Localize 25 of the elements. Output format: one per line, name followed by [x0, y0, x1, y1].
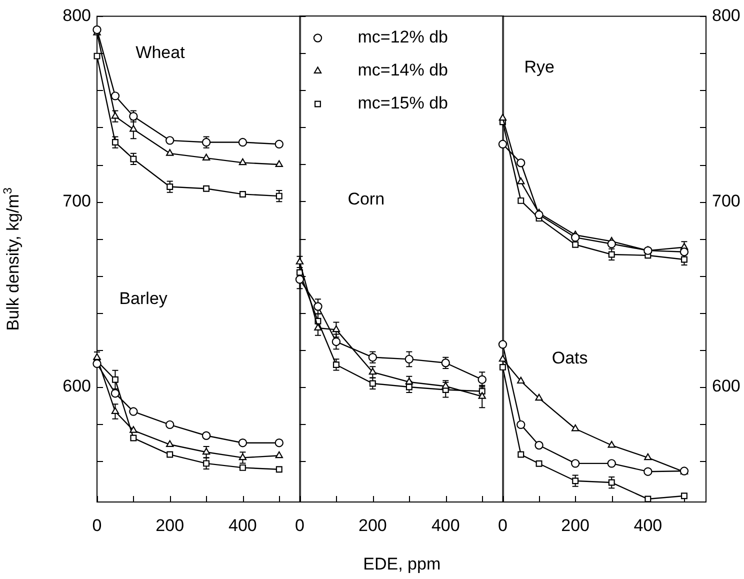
y-tick-label: 600 [62, 376, 91, 396]
y-tick-label: 700 [62, 191, 91, 210]
x-tick-label: 0 [92, 516, 102, 535]
legend-label: mc=15% db [358, 94, 448, 113]
y2-tick-label: 800 [712, 6, 740, 25]
x-tick-label: 0 [498, 516, 508, 535]
x-tick-label: 200 [358, 516, 387, 535]
x-axis-title: EDE, ppm [363, 554, 441, 574]
annotation: Barley [119, 289, 168, 308]
y2-tick-label: 600 [712, 376, 740, 396]
y2-tick-label: 700 [712, 191, 740, 210]
x-tick-label: 200 [561, 516, 590, 535]
legend-label: mc=12% db [358, 28, 448, 47]
y-tick-label: 800 [62, 6, 91, 25]
annotation: Rye [524, 57, 554, 76]
annotation: Wheat [136, 42, 186, 62]
annotation: Corn [348, 189, 385, 208]
legend-label: mc=14% db [358, 60, 448, 80]
x-tick-label: 400 [634, 516, 662, 535]
x-tick-label: 0 [294, 516, 304, 535]
x-tick-label: 400 [228, 516, 257, 535]
x-tick-label: 200 [156, 516, 184, 535]
annotation: Oats [552, 348, 588, 368]
x-tick-label: 400 [431, 516, 460, 535]
y-axis-title: Bulk density, kg/m3 [0, 187, 23, 331]
